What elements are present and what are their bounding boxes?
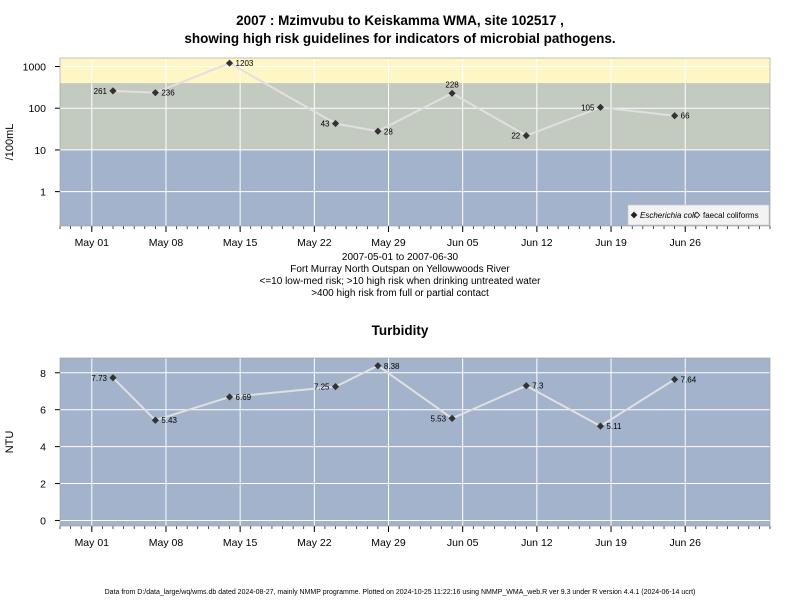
data-label: 43 <box>321 120 330 129</box>
x-tick-label: Jun 19 <box>595 537 627 549</box>
data-point <box>448 89 456 97</box>
x-tick-label: Jun 05 <box>447 237 479 249</box>
x-tick-label: Jun 12 <box>521 237 553 249</box>
y-axis-label: /100mL <box>4 124 16 161</box>
data-label: 28 <box>384 127 393 136</box>
data-point <box>596 422 605 430</box>
data-point <box>109 374 117 382</box>
y-tick-label: 6 <box>40 405 46 417</box>
y-tick-label: 8 <box>40 368 46 380</box>
data-point <box>151 416 159 424</box>
x-tick-label: Jun 05 <box>447 537 479 549</box>
data-label: 7.64 <box>681 375 697 384</box>
legend-open-diamond-icon <box>693 211 701 219</box>
x-tick-label: May 22 <box>297 537 332 549</box>
x-tick-label: May 15 <box>223 237 258 249</box>
data-point <box>225 393 234 401</box>
chart-panel-2: May 01 May 08 May 15 May 22 May 29 Jun 05 Jun … <box>4 357 771 549</box>
data-label: 105 <box>581 103 595 112</box>
y-tick-label: 1000 <box>23 62 47 74</box>
x-tick-label: Jun 19 <box>595 237 627 249</box>
chart-panel-1: May 01 May 08 May 15 May 22 May 29 Jun 05 Jun … <box>4 57 771 249</box>
y-axis-label: NTU <box>4 431 16 454</box>
x-tick-label: May 29 <box>371 237 406 249</box>
data-label: 1203 <box>236 59 254 68</box>
chart-title-line-1: 2007 : Mzimvubu to Keiskamma WMA, site 1… <box>236 13 564 28</box>
y-tick-label: 2 <box>40 479 46 491</box>
data-point <box>374 362 382 370</box>
x-tick-label: May 08 <box>149 237 184 249</box>
x-tick-label: May 01 <box>75 237 110 249</box>
x-tick-label: Jun 12 <box>521 537 553 549</box>
risk-band-3 <box>60 58 770 84</box>
plot-background <box>60 358 770 526</box>
data-label: 7.25 <box>314 383 330 392</box>
data-label: 8.38 <box>384 362 400 371</box>
data-point <box>331 383 340 391</box>
data-label: 236 <box>161 89 175 98</box>
data-point <box>109 87 117 95</box>
y-tick-label: 4 <box>40 442 46 454</box>
caption-site-name: Fort Murray North Outspan on Yellowwoods… <box>290 264 510 275</box>
x-tick-label: May 22 <box>297 237 332 249</box>
data-label: 7.73 <box>91 374 107 383</box>
data-label: 5.11 <box>606 422 622 431</box>
data-label: 66 <box>681 112 690 121</box>
data-label: 22 <box>511 132 520 141</box>
data-label: 7.3 <box>532 382 544 391</box>
caption-contact-guideline: >400 high risk from full or partial cont… <box>311 288 489 299</box>
data-point <box>671 375 679 384</box>
x-tick-label: May 01 <box>75 537 110 549</box>
data-label: 5.53 <box>431 414 447 423</box>
caption-date-range: 2007-05-01 to 2007-06-30 <box>341 252 459 263</box>
y-tick-label: 1 <box>40 187 46 199</box>
legend-label: faecal coliforms <box>703 211 759 220</box>
chart-title-line-2: showing high risk guidelines for indicat… <box>184 31 616 46</box>
plot-border <box>59 57 771 227</box>
x-tick-label: May 15 <box>223 537 258 549</box>
legend-label: Escherichia coli <box>640 211 696 220</box>
caption-drinking-guideline: <=10 low-med risk; >10 high risk when dr… <box>259 276 541 287</box>
data-point <box>522 382 530 390</box>
y-tick-label: 10 <box>34 145 46 157</box>
data-point <box>225 59 234 67</box>
data-label: 228 <box>445 80 459 89</box>
turbidity-title: Turbidity <box>371 323 429 338</box>
data-label: 5.43 <box>161 416 177 425</box>
y-tick-label: 100 <box>28 103 46 115</box>
data-point <box>374 127 382 135</box>
data-point <box>151 89 159 97</box>
data-label: 6.69 <box>236 393 252 402</box>
data-point <box>596 103 605 111</box>
footer-note: Data from D:/data_large/wq/wms.db dated … <box>104 589 696 596</box>
legend-box <box>627 204 770 226</box>
legend-filled-diamond-icon <box>630 211 638 219</box>
x-tick-label: May 08 <box>149 537 184 549</box>
x-tick-label: Jun 26 <box>669 237 701 249</box>
data-point <box>671 112 679 120</box>
risk-band-2 <box>60 83 770 150</box>
data-point <box>522 132 530 140</box>
y-tick-label: 0 <box>40 515 46 527</box>
data-label: 261 <box>94 87 108 96</box>
data-point <box>331 119 340 128</box>
data-point <box>448 414 456 422</box>
x-tick-label: Jun 26 <box>669 537 701 549</box>
x-tick-label: May 29 <box>371 537 406 549</box>
plot-border <box>59 357 771 527</box>
